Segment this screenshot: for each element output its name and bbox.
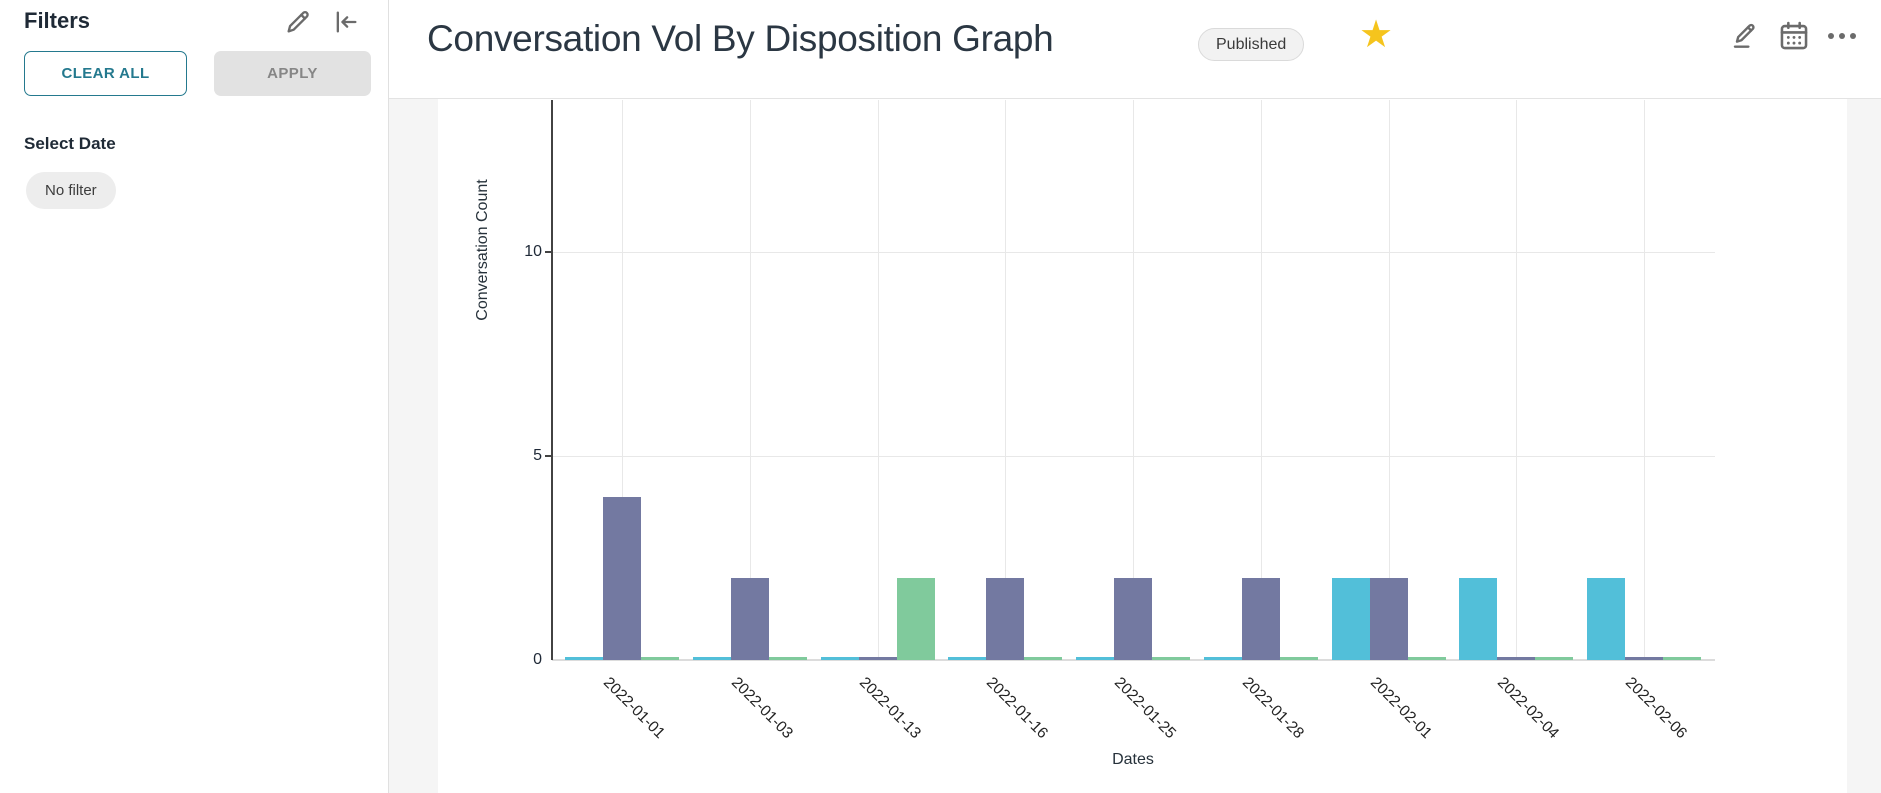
page-title: Conversation Vol By Disposition Graph [427, 18, 1054, 59]
chart-panel: 0 5 10 2022-01-01 2022-01-03 2022-01-13 2022-0… [438, 99, 1847, 793]
bar-green-2022-01-28 [1279, 657, 1318, 660]
bar-cyan-2022-02-04 [1459, 578, 1498, 660]
pencil-icon [284, 8, 312, 36]
x-axis-line [552, 659, 1715, 661]
y-tick-label: 5 [533, 447, 542, 464]
bar-purple-2022-01-03 [730, 578, 769, 660]
y-tick-mark [545, 251, 551, 253]
dashboard-header: Conversation Vol By Disposition Graph Pu… [389, 0, 1881, 99]
vertical-gridline [877, 100, 879, 660]
y-tick-label: 0 [533, 651, 542, 668]
bar-purple-2022-01-13 [858, 657, 897, 660]
vertical-gridline [1133, 100, 1134, 660]
clear-all-button[interactable]: CLEAR ALL [24, 51, 187, 96]
vertical-gridline [1516, 100, 1518, 660]
bar-purple-2022-02-01 [1369, 578, 1408, 660]
bar-cyan-2022-01-03 [692, 657, 731, 660]
x-tick-label: 2022-02-04 [1494, 674, 1563, 743]
bar-green-2022-01-16 [1024, 657, 1063, 660]
bar-cyan-2022-02-06 [1587, 578, 1625, 660]
status-badge: Published [1198, 28, 1305, 61]
apply-button[interactable]: APPLY [214, 51, 371, 96]
x-tick-label: 2022-01-28 [1238, 674, 1307, 743]
y-tick-mark [545, 455, 551, 457]
bar-green-2022-02-04 [1535, 657, 1574, 660]
pencil-underline-icon [1729, 20, 1761, 52]
date-filter-chip[interactable]: No filter [26, 172, 116, 209]
bar-purple-2022-02-04 [1497, 657, 1536, 660]
bar-cyan-2022-01-13 [820, 657, 859, 660]
horizontal-gridline [552, 456, 1715, 457]
bar-green-2022-02-06 [1663, 657, 1701, 660]
bar-cyan-2022-01-28 [1203, 657, 1242, 660]
edit-dashboard-button[interactable] [1729, 20, 1761, 52]
bar-purple-2022-01-25 [1114, 578, 1152, 660]
bar-green-2022-01-03 [768, 657, 807, 660]
edit-filters-button[interactable] [284, 8, 312, 36]
bar-purple-2022-01-28 [1241, 578, 1280, 660]
vertical-gridline [1005, 100, 1007, 660]
star-icon[interactable]: ★ [1359, 14, 1394, 56]
x-tick-label: 2022-01-01 [599, 674, 669, 743]
bar-green-2022-01-25 [1152, 657, 1190, 660]
bar-cyan-2022-02-01 [1331, 578, 1370, 660]
horizontal-gridline [552, 252, 1715, 253]
bar-purple-2022-01-16 [986, 578, 1025, 660]
more-options-button[interactable] [1825, 26, 1859, 46]
x-tick-label: 2022-02-06 [1621, 674, 1691, 743]
vertical-gridline [622, 100, 623, 660]
bar-purple-2022-02-06 [1625, 657, 1663, 660]
bar-cyan-2022-01-01 [565, 657, 603, 660]
select-date-label: Select Date [24, 134, 116, 153]
ellipsis-icon [1825, 26, 1859, 46]
bar-green-2022-02-01 [1407, 657, 1446, 660]
collapse-sidebar-button[interactable] [332, 8, 360, 36]
bar-green-2022-01-01 [641, 657, 679, 660]
y-tick-label: 10 [524, 243, 542, 260]
vertical-gridline [1644, 100, 1645, 660]
y-axis-title: Conversation Count [474, 179, 491, 321]
x-tick-label: 2022-02-01 [1366, 674, 1435, 743]
vertical-gridline [749, 100, 751, 660]
vertical-gridline [1388, 100, 1390, 660]
calendar-button[interactable] [1777, 19, 1811, 53]
calendar-icon [1777, 19, 1811, 53]
x-axis-title: Dates [1112, 751, 1154, 768]
bar-cyan-2022-01-16 [948, 657, 987, 660]
bar-cyan-2022-01-25 [1076, 657, 1114, 660]
filters-sidebar: Filters CLEAR ALL APPLY Select Date No f… [0, 0, 389, 793]
bar-green-2022-01-13 [896, 578, 935, 660]
bar-purple-2022-01-01 [603, 496, 641, 660]
collapse-left-icon [332, 8, 360, 36]
y-axis-line [551, 100, 553, 660]
x-tick-label: 2022-01-03 [727, 674, 796, 743]
x-tick-label: 2022-01-16 [983, 674, 1052, 743]
vertical-gridline [1260, 100, 1262, 660]
x-tick-label: 2022-01-25 [1110, 674, 1180, 743]
filters-title: Filters [24, 8, 91, 33]
x-tick-label: 2022-01-13 [855, 674, 924, 743]
